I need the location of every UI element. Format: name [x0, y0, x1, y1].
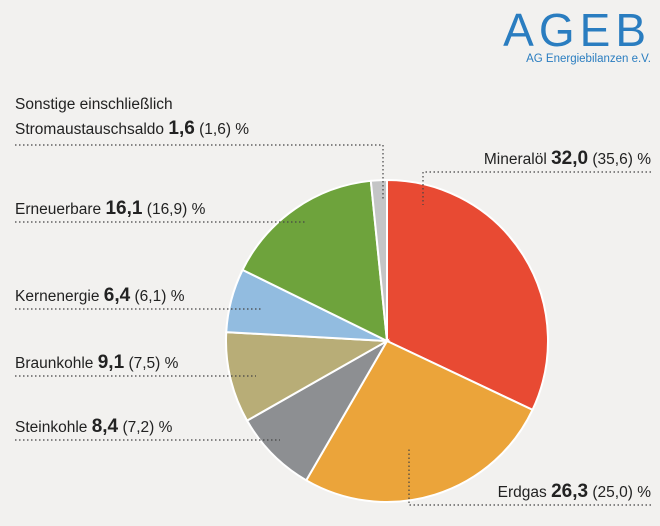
pie-slice-sonstige — [369, 178, 388, 342]
ageb-logo: AGEB AG Energiebilanzen e.V. — [503, 4, 651, 65]
label-steinkohle-unit: % — [159, 419, 173, 436]
pie-slice-braunkohle — [225, 331, 391, 422]
label-mineraloel-unit: % — [637, 151, 651, 168]
leader-mineraloel — [422, 171, 651, 205]
label-sonstige-value: 1,6 — [168, 118, 194, 139]
logo-main: AGEB — [503, 4, 651, 56]
label-kernenergie-value: 6,4 — [104, 285, 131, 306]
label-sonstige-line1: Sonstige einschließlich — [15, 96, 173, 113]
label-steinkohle-prev: (7,2) — [122, 419, 154, 436]
pie-slice-erneuerbare — [241, 179, 389, 343]
label-mineraloel: Mineralöl 32,0 (35,6) % — [484, 148, 651, 169]
label-kernenergie-unit: % — [171, 288, 185, 305]
pie-slice-steinkohle — [245, 338, 390, 482]
label-braunkohle-name: Braunkohle — [15, 355, 93, 372]
logo-sub: AG Energiebilanzen e.V. — [526, 53, 651, 65]
label-erneuerbare-value: 16,1 — [105, 198, 142, 219]
label-mineraloel-name: Mineralöl — [484, 151, 547, 168]
label-sonstige-prev: (1,6) — [199, 121, 231, 138]
label-mineraloel-value: 32,0 — [551, 148, 588, 169]
label-mineraloel-prev: (35,6) — [592, 151, 633, 168]
pie-slice-erdgas — [304, 339, 534, 503]
label-erneuerbare-prev: (16,9) — [147, 201, 188, 218]
label-erdgas: Erdgas 26,3 (25,0) % — [498, 481, 652, 502]
label-sonstige-unit: % — [235, 121, 249, 138]
label-kernenergie: Kernenergie 6,4 (6,1) % — [15, 285, 185, 306]
svg-text:Stromaustauschsaldo 1,: Stromaustauschsaldo 1,6 (1,6) % — [15, 118, 249, 139]
label-steinkohle-name: Steinkohle — [15, 419, 87, 436]
label-kernenergie-prev: (6,1) — [135, 288, 167, 305]
label-braunkohle-value: 9,1 — [98, 352, 125, 373]
svg-text:Mineralöl 32,0: Mineralöl 32,0 (35,6) % — [484, 148, 651, 169]
svg-text:Erdgas 26,3 (25: Erdgas 26,3 (25,0) % — [498, 481, 652, 502]
label-erdgas-value: 26,3 — [551, 481, 588, 502]
pie-slice-mineraloel — [386, 178, 549, 412]
leader-erdgas — [408, 448, 651, 506]
label-braunkohle-unit: % — [165, 355, 179, 372]
svg-text:Steinkohle 8,4: Steinkohle 8,4 (7,2) % — [15, 416, 173, 437]
label-erdgas-name: Erdgas — [498, 484, 547, 501]
label-steinkohle-value: 8,4 — [92, 416, 119, 437]
leader-sonstige — [15, 144, 384, 200]
svg-text:Braunkohle 9,1: Braunkohle 9,1 (7,5) % — [15, 352, 179, 373]
svg-text:Kernenergie 6,4: Kernenergie 6,4 (6,1) % — [15, 285, 185, 306]
label-erneuerbare-name: Erneuerbare — [15, 201, 101, 218]
leader-lines — [15, 144, 651, 506]
label-erdgas-prev: (25,0) — [592, 484, 633, 501]
label-steinkohle: Steinkohle 8,4 (7,2) % — [15, 416, 173, 437]
label-braunkohle-prev: (7,5) — [128, 355, 160, 372]
pie-slices — [225, 178, 549, 503]
label-erdgas-unit: % — [637, 484, 651, 501]
label-braunkohle: Braunkohle 9,1 (7,5) % — [15, 352, 179, 373]
label-sonstige: Sonstige einschließlich Stromaustauschsa… — [15, 96, 249, 139]
label-erneuerbare: Erneuerbare 16,1 (16,9) % — [15, 198, 206, 219]
label-erneuerbare-unit: % — [192, 201, 206, 218]
label-sonstige-name: Stromaustauschsaldo — [15, 121, 164, 138]
label-kernenergie-name: Kernenergie — [15, 288, 99, 305]
svg-text:Erneuerbare 16,1: Erneuerbare 16,1 (16,9) % — [15, 198, 206, 219]
